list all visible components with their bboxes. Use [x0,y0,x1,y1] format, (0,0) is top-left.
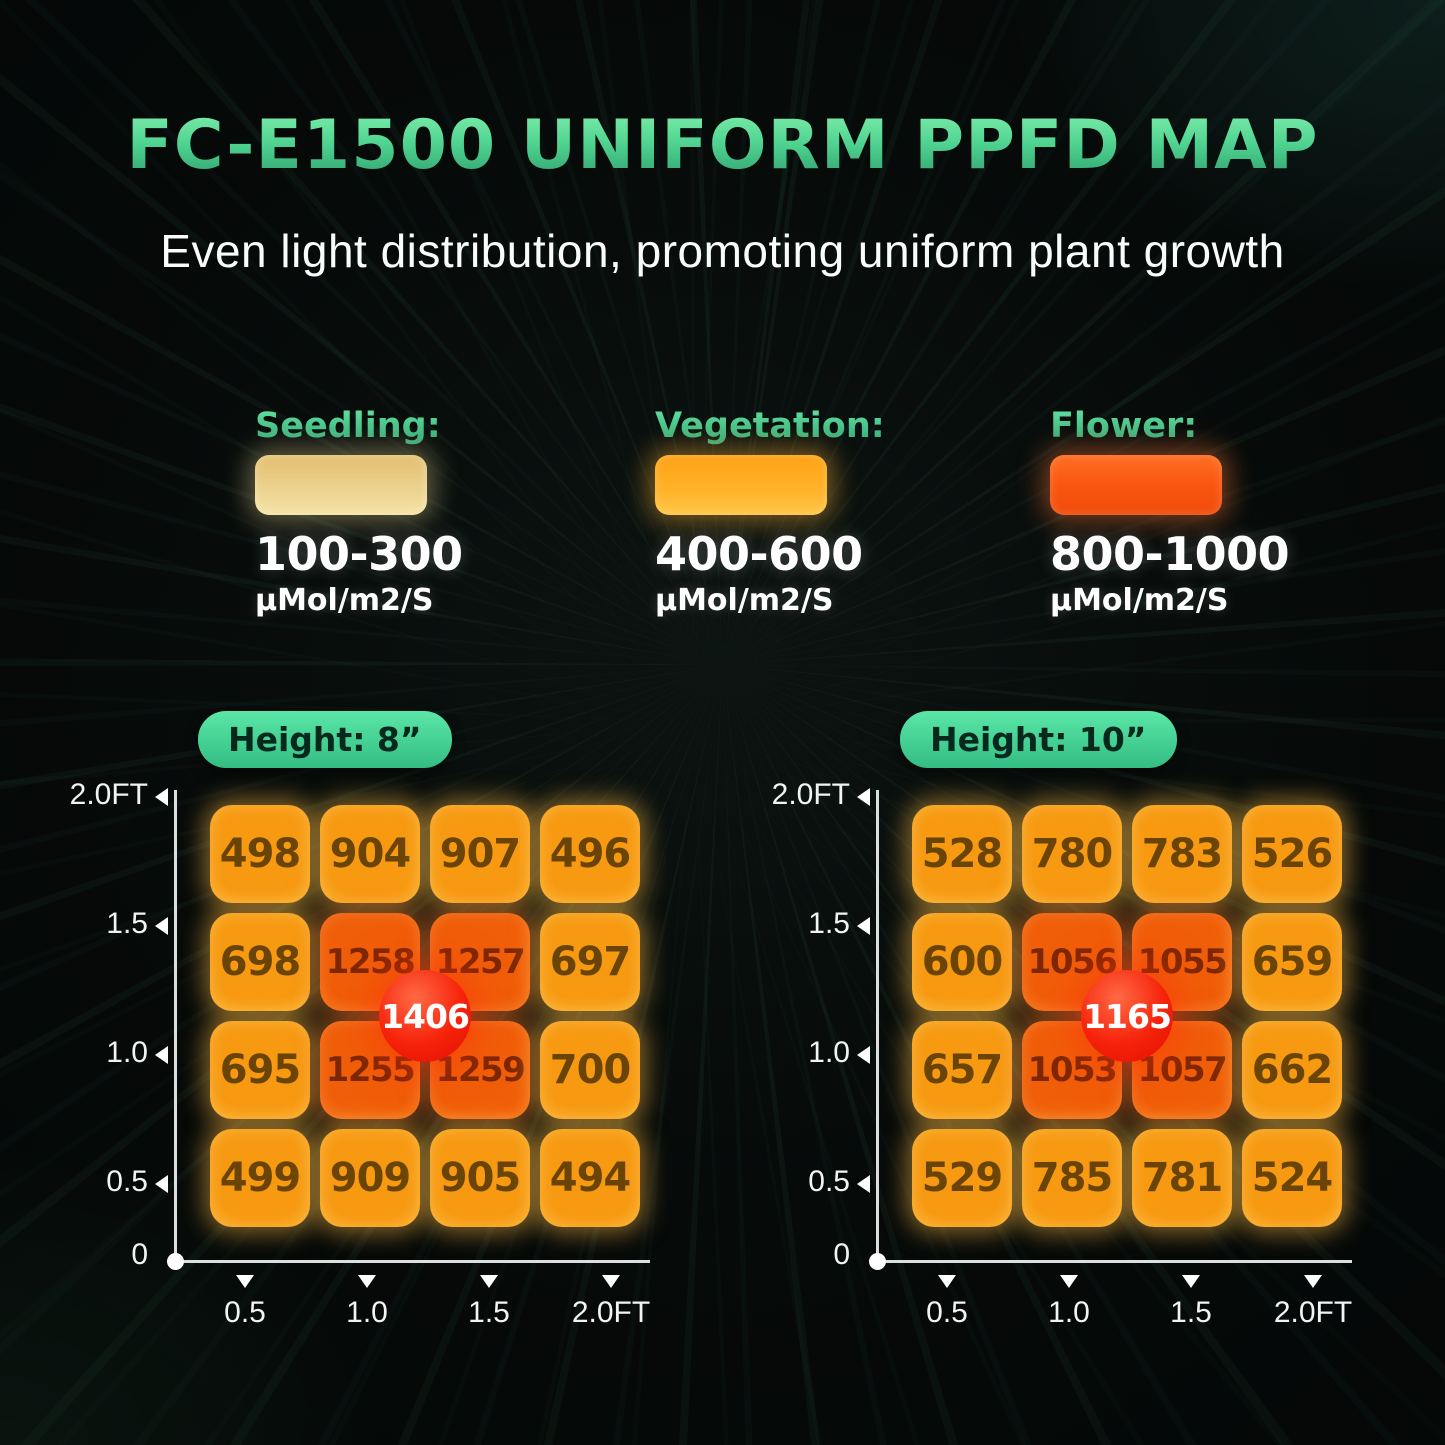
peak-value: 1406 [381,996,470,1036]
y-tick-label: 2.0FT [771,778,850,811]
ppfd-cell: 499 [210,1129,310,1227]
legend-item-flower: Flower: 800-1000 μMol/m2/S [1050,406,1310,618]
ppfd-cell: 659 [1242,913,1342,1011]
x-tick-arrow-icon [938,1275,956,1288]
x-axis-line [876,1260,1352,1263]
x-tick-arrow-icon [236,1275,254,1288]
y-tick-arrow-icon [155,1046,168,1064]
ppfd-cell: 785 [1022,1129,1122,1227]
ppfd-cell: 494 [540,1129,640,1227]
legend-swatch-flower [1050,455,1222,515]
page-title: FC-E1500 UNIFORM PPFD MAP [0,106,1445,185]
axis-origin-dot [869,1253,886,1270]
ppfd-cell: 498 [210,805,310,903]
y-tick-arrow-icon [155,788,168,806]
legend-unit-seedling: μMol/m2/S [255,583,434,618]
x-tick-label: 0.5 [926,1296,968,1329]
y-tick-arrow-icon [155,917,168,935]
ppfd-grid: 498 904 907 496 698 1258 1257 697 695 1255 1259 700… [58,698,706,1378]
ppfd-cell: 698 [210,913,310,1011]
y-tick-arrow-icon [857,1175,870,1193]
x-tick-arrow-icon [602,1275,620,1288]
peak-value: 1165 [1083,996,1172,1036]
ppfd-grid: 528 780 783 526 600 1056 1055 659 657 1053 1057 662… [760,698,1408,1378]
peak-value-badge: 1165 [1081,970,1173,1062]
axis-origin-label: 0 [131,1238,148,1271]
legend-range-seedling: 100-300 [255,527,463,581]
ppfd-cell: 529 [912,1129,1012,1227]
ppfd-cell: 662 [1242,1021,1342,1119]
y-axis-line [174,790,177,1263]
height-badge-label: Height: 8” [228,720,422,759]
x-tick-label: 1.0 [346,1296,388,1329]
axis-origin-label: 0 [833,1238,850,1271]
legend-item-seedling: Seedling: 100-300 μMol/m2/S [255,406,515,618]
ppfd-cell: 528 [912,805,1012,903]
y-tick-arrow-icon [857,1046,870,1064]
ppfd-cell: 1255 [320,1021,420,1119]
height-badge-label: Height: 10” [930,720,1147,759]
ppfd-cell: 909 [320,1129,420,1227]
y-tick-arrow-icon [857,917,870,935]
y-axis-ticks: 2.0FT 1.5 1.0 0.5 [58,698,706,1378]
legend-range-vegetation: 400-600 [655,527,863,581]
ppfd-cell: 905 [430,1129,530,1227]
ppfd-cell: 781 [1132,1129,1232,1227]
y-tick-arrow-icon [155,1175,168,1193]
ppfd-cell: 695 [210,1021,310,1119]
ppfd-cell: 904 [320,805,420,903]
legend-range-flower: 800-1000 [1050,527,1290,581]
peak-value-badge: 1406 [379,970,471,1062]
axis-origin-dot [167,1253,184,1270]
x-tick-label: 1.0 [1048,1296,1090,1329]
x-tick-label: 2.0FT [1273,1296,1353,1329]
y-axis-ticks: 2.0FT 1.5 1.0 0.5 [760,698,1408,1378]
legend-swatch-vegetation [655,455,827,515]
legend-label-vegetation: Vegetation: [655,406,915,446]
ppfd-cell: 780 [1022,805,1122,903]
x-tick-label: 1.5 [468,1296,510,1329]
y-tick-label: 1.5 [106,907,148,940]
y-tick-label: 1.5 [808,907,850,940]
legend-item-vegetation: Vegetation: 400-600 μMol/m2/S [655,406,915,618]
ppfd-cell: 697 [540,913,640,1011]
x-tick-label: 0.5 [224,1296,266,1329]
legend-swatch-seedling [255,455,427,515]
x-tick-label: 2.0FT [571,1296,651,1329]
ppfd-cell: 657 [912,1021,1012,1119]
y-axis-line [876,790,879,1263]
legend-label-flower: Flower: [1050,406,1310,446]
page-subtitle: Even light distribution, promoting unifo… [160,225,1285,277]
y-tick-label: 0.5 [106,1165,148,1198]
ppfd-cell: 526 [1242,805,1342,903]
y-tick-label: 2.0FT [69,778,148,811]
legend-unit-flower: μMol/m2/S [1050,583,1229,618]
x-tick-arrow-icon [358,1275,376,1288]
x-tick-label: 1.5 [1170,1296,1212,1329]
ppfd-cell: 496 [540,805,640,903]
ppfd-chart-height-8in: Height: 8” 0 2.0FT 1.5 1.0 0.5 0.5 1.0 1.5 2.0… [58,698,706,1378]
height-badge: Height: 10” [900,711,1177,768]
y-tick-arrow-icon [857,788,870,806]
y-tick-label: 1.0 [106,1036,148,1069]
x-axis-ticks: 0.5 1.0 1.5 2.0FT [760,698,1408,1378]
ppfd-cell: 783 [1132,805,1232,903]
legend-label-seedling: Seedling: [255,406,515,446]
ppfd-chart-height-10in: Height: 10” 0 2.0FT 1.5 1.0 0.5 0.5 1.0 1.5 2.… [760,698,1408,1378]
ppfd-cell: 524 [1242,1129,1342,1227]
ppfd-cell: 700 [540,1021,640,1119]
y-tick-label: 1.0 [808,1036,850,1069]
ppfd-cell: 600 [912,913,1012,1011]
x-tick-arrow-icon [1304,1275,1322,1288]
ppfd-cell: 907 [430,805,530,903]
x-axis-ticks: 0.5 1.0 1.5 2.0FT [58,698,706,1378]
x-tick-arrow-icon [480,1275,498,1288]
x-tick-arrow-icon [1182,1275,1200,1288]
legend-unit-vegetation: μMol/m2/S [655,583,834,618]
x-tick-arrow-icon [1060,1275,1078,1288]
height-badge: Height: 8” [198,711,452,768]
x-axis-line [174,1260,650,1263]
y-tick-label: 0.5 [808,1165,850,1198]
